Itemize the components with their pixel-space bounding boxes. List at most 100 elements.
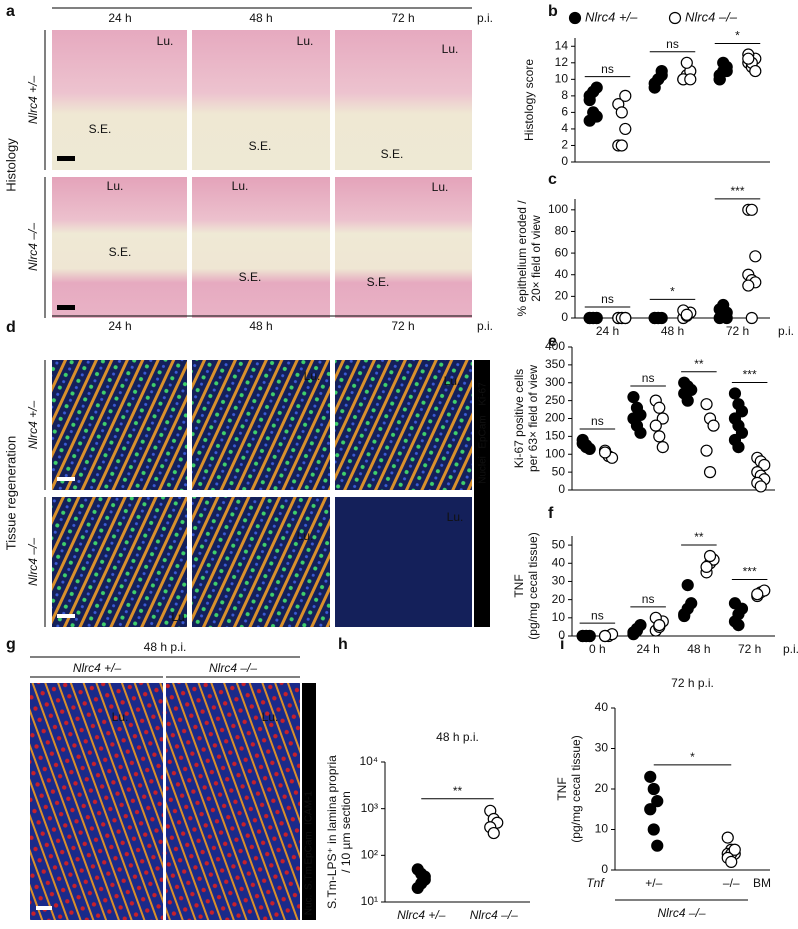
data-point [615, 139, 628, 152]
region-label: S.E. [89, 122, 112, 136]
micrograph [192, 30, 330, 170]
data-point [590, 311, 603, 325]
x-tick-label: Nlrc4 +/– [397, 908, 446, 922]
y-axis-label: / 10 µm section [339, 791, 353, 873]
side-label: Histology [3, 138, 18, 192]
data-point [590, 81, 603, 94]
panel-label: i [560, 636, 564, 653]
data-point [707, 419, 720, 432]
data-point [644, 770, 657, 783]
data-point [703, 466, 717, 479]
data-point [717, 298, 730, 312]
y-tick-label: 10 [595, 822, 609, 836]
region-label: S.E. [249, 139, 272, 153]
stain-label: Nuclei [478, 456, 489, 484]
column-header: 72 h [391, 319, 414, 333]
y-tick-label: 0 [558, 482, 565, 496]
y-tick-label: 250 [545, 393, 565, 407]
data-point [619, 89, 632, 102]
y-axis-label: TNF [512, 574, 526, 597]
panel-label: g [6, 636, 16, 653]
data-point [749, 250, 762, 263]
region-label: Lu. [304, 369, 321, 383]
significance-label: ns [591, 414, 604, 428]
y-tick-label: 0 [601, 862, 608, 876]
data-point [700, 560, 713, 574]
data-point [728, 843, 741, 856]
data-point [681, 394, 694, 407]
y-tick-label: 6 [561, 105, 568, 119]
group-label: Nlrc4 –/– [657, 906, 705, 920]
data-point [653, 618, 666, 632]
significance-label: ns [601, 292, 614, 306]
x-tick-label: 72 h [738, 642, 761, 656]
data-point [653, 430, 666, 443]
data-point [619, 122, 632, 136]
data-point [713, 73, 726, 86]
significance-label: ** [694, 530, 704, 544]
data-point [700, 398, 713, 411]
x-tick-label: 24 h [636, 642, 659, 656]
y-axis-label: Ki-67 positive cells [512, 369, 526, 468]
data-point [721, 831, 734, 844]
x-tick-label: Nlrc4 –/– [470, 908, 518, 922]
y-tick-label: 10 [552, 610, 566, 624]
stain-label: ICAM-1 [304, 791, 315, 825]
data-point [720, 311, 733, 325]
significance-label: * [690, 750, 695, 764]
data-point [651, 795, 664, 808]
y-axis-label: (pg/mg cecal tissue) [526, 532, 540, 639]
micrograph [30, 683, 163, 920]
data-point [754, 480, 767, 493]
region-label: Lu. [444, 374, 461, 388]
panel-label: h [338, 636, 348, 653]
y-tick-label: 50 [552, 537, 566, 551]
micrograph [52, 497, 187, 627]
y-tick-label: 100 [548, 202, 568, 216]
panel-label: f [548, 505, 554, 522]
y-tick-label: 20 [555, 289, 569, 303]
data-point [647, 823, 660, 836]
data-point [487, 826, 500, 840]
x-tick-label: 0 h [589, 642, 606, 656]
region-label: Lu. [112, 710, 129, 724]
micrograph [52, 177, 187, 318]
stain-strip [474, 360, 490, 627]
data-point [728, 387, 742, 400]
significance-label: * [735, 29, 740, 43]
y-tick-label: 14 [555, 38, 569, 52]
data-point [598, 446, 612, 459]
data-point [684, 73, 697, 86]
data-point [745, 311, 758, 325]
y-tick-label: 400 [545, 339, 565, 353]
y-tick-label: 50 [552, 464, 566, 478]
y-tick-label: 30 [595, 741, 609, 755]
column-header: 48 h [249, 319, 272, 333]
y-tick-label: 40 [552, 555, 566, 569]
significance-label: ns [666, 37, 679, 51]
data-point [619, 311, 632, 325]
data-point [742, 52, 755, 65]
data-point [732, 618, 745, 632]
legend-marker [668, 11, 682, 25]
panel-label: d [6, 319, 16, 336]
panel-label: a [6, 3, 15, 20]
data-point [703, 549, 717, 563]
data-point [678, 609, 691, 623]
stain-label: EpCam [304, 831, 315, 864]
y-tick-label: 2 [561, 138, 568, 152]
x-tick-label: +/– [645, 876, 662, 890]
column-header: 24 h [108, 11, 131, 25]
y-axis-label: Histology score [522, 59, 536, 141]
data-point [742, 279, 755, 292]
y-tick-label: 10¹ [361, 894, 378, 908]
panel-label: b [548, 3, 558, 20]
legend-label: Nlrc4 –/– [685, 9, 738, 24]
significance-label: ns [601, 62, 614, 76]
significance-label: ns [642, 592, 655, 606]
data-point [580, 441, 593, 454]
data-point [685, 597, 698, 610]
data-point [583, 629, 596, 643]
data-point [653, 401, 666, 414]
